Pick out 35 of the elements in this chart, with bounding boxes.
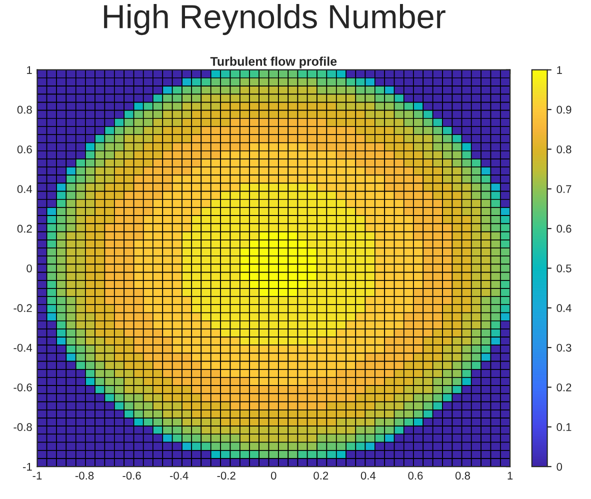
x-tick-label: -0.2 <box>217 472 236 480</box>
color-bar-label: 0.8 <box>556 145 572 154</box>
y-tick-label: 0.2 <box>17 224 32 233</box>
x-tick-label: 1 <box>508 472 513 480</box>
chart-title: High Reynolds Number <box>104 4 446 36</box>
y-tick-label: -0.4 <box>14 344 32 352</box>
x-tick-label: 0.4 <box>360 472 376 480</box>
x-tick-label: 0.2 <box>314 472 328 480</box>
y-tick-label: 0.4 <box>17 185 32 194</box>
x-tick-label: 0 <box>270 472 276 480</box>
x-tick-label: -1 <box>32 472 42 480</box>
color-bar-label: 0.7 <box>556 185 572 194</box>
x-tick-label: 0.6 <box>408 472 423 480</box>
color-bar-label: 0.9 <box>556 106 572 114</box>
color-bar-label: 0.2 <box>556 383 572 392</box>
color-bar-label: 0.6 <box>556 224 572 233</box>
y-tick-label: 1 <box>27 66 32 74</box>
color-bar-label: 0.5 <box>556 264 572 272</box>
y-tick-label: -0.8 <box>14 423 32 432</box>
y-tick-label: -1 <box>22 462 32 471</box>
color-bar-label: 1 <box>557 66 562 74</box>
y-tick-label: 0.6 <box>17 145 32 154</box>
color-bar-label: 0.4 <box>556 304 572 312</box>
color-bar-label: 0 <box>556 462 562 471</box>
x-tick-label: -0.6 <box>122 472 141 480</box>
y-tick-label: -0.6 <box>14 383 32 392</box>
x-tick-label: 0.8 <box>455 472 470 480</box>
y-tick-label: -0.2 <box>14 304 32 312</box>
color-bar-label: 0.3 <box>556 344 572 352</box>
y-tick-label: 0 <box>26 264 32 272</box>
y-tick-label: 0.8 <box>17 106 32 114</box>
chart-subtitle: Turbulent flow profile <box>210 56 337 68</box>
x-tick-label: -0.8 <box>75 472 94 480</box>
color-bar-label: 0.1 <box>556 423 572 432</box>
x-tick-label: -0.4 <box>170 472 188 480</box>
